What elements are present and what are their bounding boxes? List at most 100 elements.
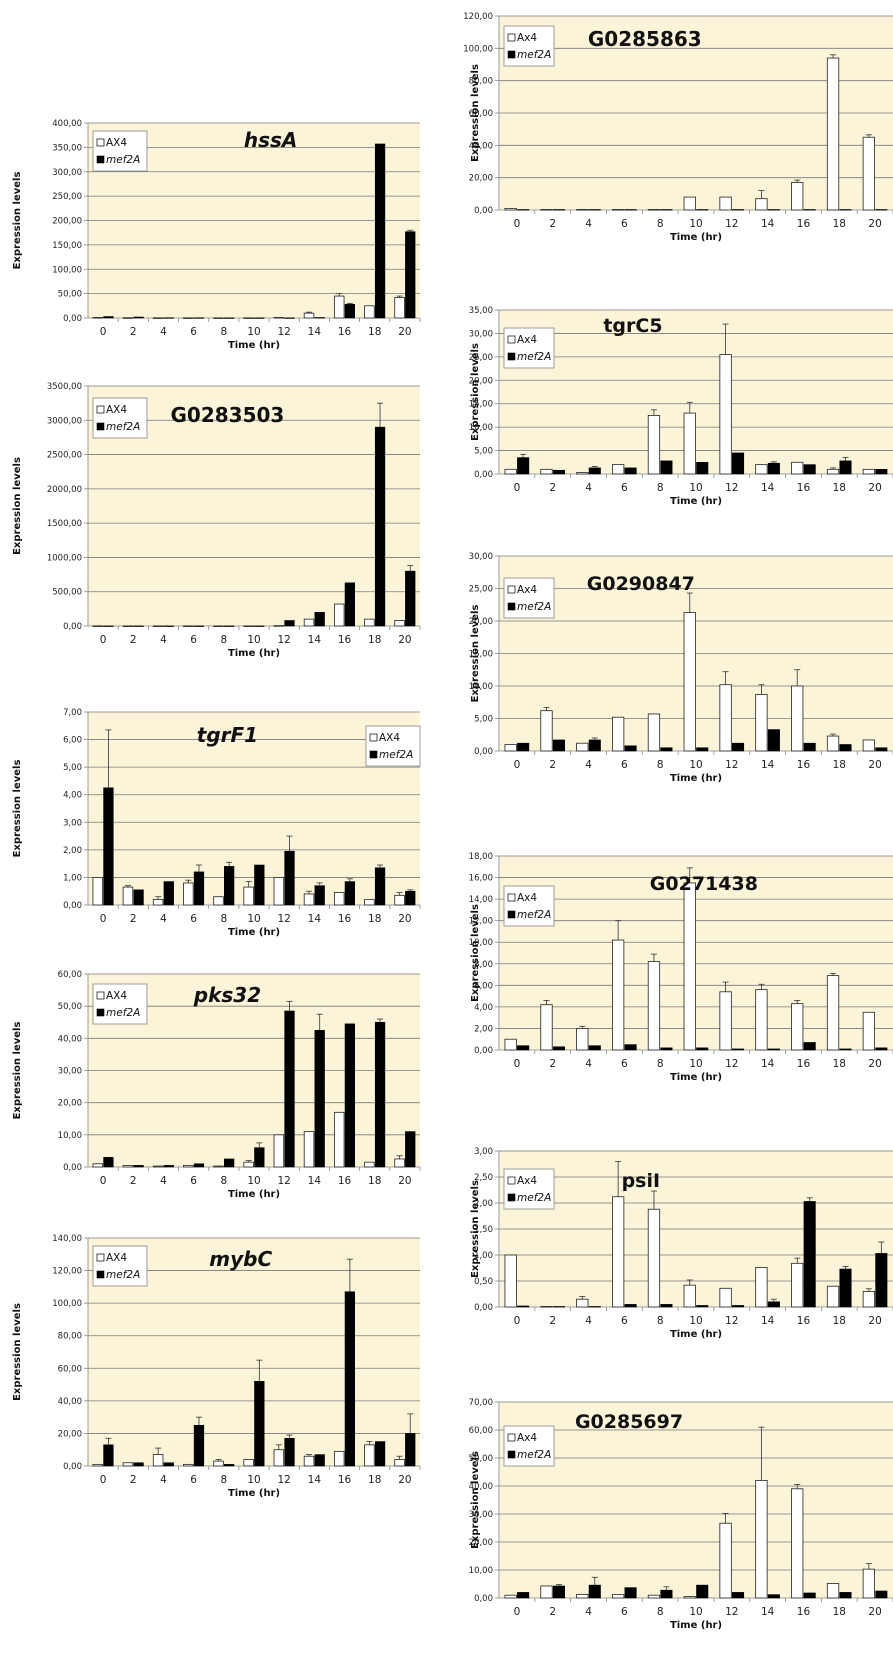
y-tick-label: 70,00 [469,1398,493,1408]
chart-svg-G0283503: 0,00 500,00 1000,00 1500,00 2000,00 2500,00 30… [12,382,421,659]
bar-mef2a [588,467,601,475]
bar-mef2a [767,729,780,752]
bar-ax4 [333,892,345,906]
chart-G0290847: 0,00 5,00 10,00 15,00 20,00 25,00 30,00 0 2 4 6 8 10… [465,544,893,819]
legend [503,1425,555,1467]
bar-ax4 [647,1208,661,1308]
y-tick-label: 0,00 [63,1462,82,1472]
y-tick-label: 30,00 [469,329,493,339]
legend [92,983,148,1025]
bar-mef2a [696,209,709,211]
plot-area [88,712,420,905]
x-tick-label: 10 [247,326,260,338]
y-tick-label: 10,00 [469,1566,493,1576]
bar-mef2a [517,1305,530,1308]
bar-mef2a [696,1047,709,1051]
bar-mef2a [732,1592,745,1599]
y-axis-title: Expression levels [470,904,481,1002]
bar-mef2a [163,317,174,319]
bar-ax4 [719,991,732,1051]
y-tick-label: 0,00 [474,206,493,216]
bar-ax4 [540,710,553,752]
bar-ax4 [612,939,625,1051]
x-tick-label: 18 [833,1606,846,1618]
legend-swatch [96,405,105,414]
y-tick-label: 5,00 [474,715,493,725]
bar-ax4 [683,1284,696,1308]
y-tick-label: 20,00 [469,1538,493,1548]
bar-mef2a [839,460,852,475]
x-tick-label: 16 [797,218,811,230]
x-tick-label: 10 [689,482,702,494]
bar-ax4 [213,1460,224,1467]
legend-swatch [96,155,105,164]
y-tick-label: 2000,00 [47,485,82,495]
bar-ax4 [576,472,589,475]
y-tick-label: 10,00 [469,938,493,948]
bar-ax4 [152,899,164,906]
bar-ax4 [92,1163,103,1168]
x-tick-label: 12 [725,759,738,771]
legend-swatch [96,1270,105,1279]
bar-mef2a [284,850,295,906]
y-tick-label: 15,00 [469,400,493,410]
x-tick-label: 20 [868,218,881,230]
x-tick-label: 16 [338,1474,352,1486]
bar-ax4 [540,1585,553,1599]
bar-ax4 [576,1028,589,1051]
y-tick-label: 80,00 [469,77,493,87]
x-tick-label: 20 [868,1058,881,1070]
bar-ax4 [183,317,194,319]
bar-ax4 [364,618,375,627]
x-tick-label: 4 [585,1606,592,1618]
bar-mef2a [254,1381,265,1467]
x-tick-label: 0 [514,759,521,771]
y-tick-label: 18,00 [469,852,493,862]
y-tick-label: 0,00 [63,622,82,632]
legend [503,885,555,927]
bar-mef2a [624,1304,637,1308]
x-tick-label: 16 [338,326,352,338]
x-tick-label: 0 [100,634,107,646]
bar-mef2a [624,1587,637,1599]
bar-mef2a [224,317,235,319]
bar-ax4 [152,1454,164,1467]
chart-title: mybC [209,1247,272,1271]
y-tick-label: 50,00 [469,1454,493,1464]
bar-mef2a [224,625,235,627]
legend-swatch [507,1433,516,1442]
bar-ax4 [576,1593,589,1599]
bar-mef2a [839,209,852,211]
y-tick-label: 0,50 [474,1277,493,1287]
bar-ax4 [683,412,696,475]
y-tick-label: 1000,00 [47,553,82,563]
legend-label: AX4 [379,732,400,744]
legend-label: mef2A [106,1007,140,1019]
bar-mef2a [405,570,416,627]
bar-ax4 [791,182,804,211]
bar-mef2a [314,1029,325,1168]
x-tick-label: 12 [277,634,290,646]
y-axis-title: Expression levels [470,343,481,441]
chart-title: tgrF1 [197,723,258,747]
x-tick-label: 4 [160,1175,167,1187]
x-tick-label: 16 [797,759,811,771]
legend [503,25,555,67]
x-tick-label: 6 [190,326,197,338]
bar-mef2a [732,452,745,475]
x-tick-label: 2 [549,1058,556,1070]
chart-G0285863: 0,00 20,00 40,00 60,00 80,00 100,00 120,00 0 2 4 6… [463,4,893,274]
x-tick-label: 2 [549,1315,556,1327]
x-tick-label: 16 [797,1315,811,1327]
legend [365,725,421,767]
bar-ax4 [152,625,164,627]
x-tick-label: 0 [514,1606,521,1618]
bar-ax4 [364,1161,375,1168]
legend-label: mef2A [106,421,140,433]
bar-ax4 [273,625,285,627]
legend-swatch [369,733,378,742]
y-tick-label: 4,00 [474,1003,493,1013]
bar-ax4 [540,1306,553,1308]
x-tick-label: 0 [514,1058,521,1070]
chart-svg-psiI: 0,00 0,50 1,00 1,50 2,00 2,50 3,00 0 2 4 6 8 10 12 14 1… [470,1147,893,1340]
